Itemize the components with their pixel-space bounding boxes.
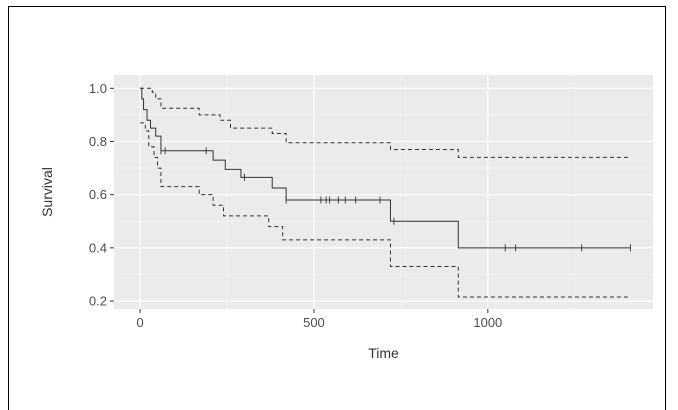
series-layer (140, 87, 631, 298)
minor-gridlines (114, 75, 653, 309)
y-tick-label: 0.2 (89, 294, 107, 309)
y-tick-label: 1.0 (89, 81, 107, 96)
y-tick-label: 0.6 (89, 187, 107, 202)
plot-panel (114, 75, 653, 309)
y-tick-label: 0.8 (89, 134, 107, 149)
lower-confidence-line (140, 122, 631, 298)
upper-confidence-line (140, 87, 631, 158)
x-tick-label: 1000 (473, 315, 502, 330)
x-tick-label: 0 (136, 315, 143, 330)
major-gridlines (114, 75, 653, 309)
estimate-line (140, 87, 631, 249)
x-axis-title: Time (368, 345, 399, 361)
y-axis-title: Survival (39, 167, 55, 217)
x-tick-label: 500 (303, 315, 325, 330)
axis-layer: 0 500 1000 0.2 0.4 0.6 0.8 1.0 (89, 81, 502, 330)
y-tick-label: 0.4 (89, 240, 107, 255)
